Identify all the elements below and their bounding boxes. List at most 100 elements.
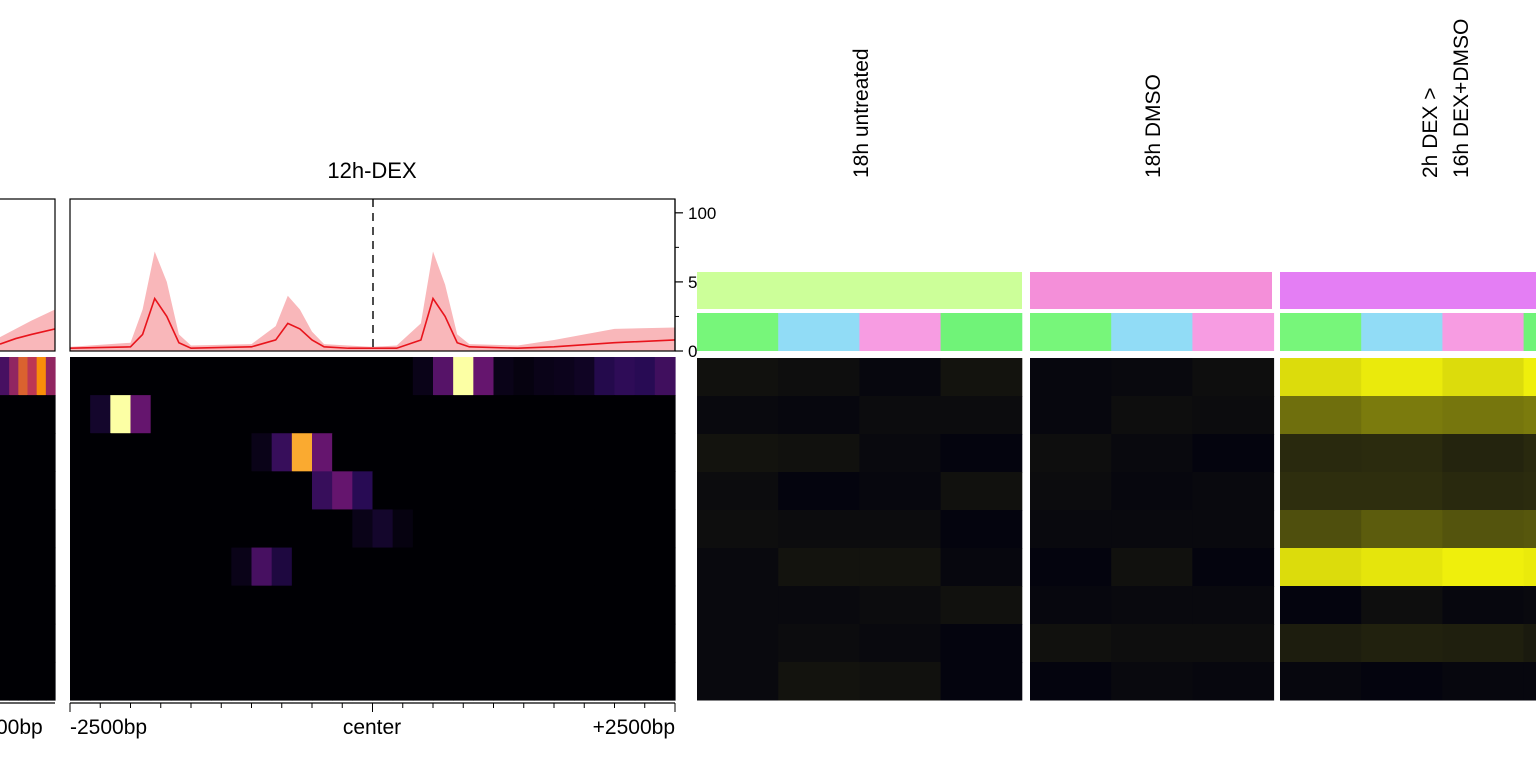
heatmap-cell [574,509,595,549]
heatmap-cell [110,509,132,549]
left-profile-mean-line [0,328,55,345]
heatmap-cell [251,357,273,396]
expression-cell [1280,396,1362,435]
expression-cell [778,586,860,625]
heatmap-cell [70,623,91,663]
heatmap-cell [554,623,575,663]
left-heatmap-panel [0,357,56,701]
heatmap-cell [513,585,535,625]
heatmap-cell [513,509,535,549]
left-heatmap-cell [45,357,56,396]
heatmap-cell [251,661,273,701]
heatmap-cell [110,623,132,663]
heatmap-cell [654,661,676,701]
heatmap-cell [493,357,515,396]
heatmap-cell [291,661,313,701]
heatmap-cell [110,585,132,625]
heatmap-cell [614,357,636,396]
expression-cell [697,548,779,587]
expression-cell [1442,472,1525,511]
group-label: 16h DEX+DMSO [1450,19,1473,178]
heatmap-cell [90,357,111,396]
heatmap-cell [433,547,454,587]
heatmap-cell [312,433,333,472]
y-tick-label: 0 [688,342,697,361]
heatmap-cell [453,395,474,434]
heatmap-cell [90,471,111,511]
heatmap-cell [574,661,595,701]
left-heatmap-cell [9,623,19,663]
left-heatmap-cell [27,547,38,587]
left-heatmap-cell [0,623,10,663]
expression-cell [1361,434,1443,473]
heatmap-cell [412,395,434,434]
left-heatmap-cell [9,433,19,472]
heatmap-cell [392,395,414,434]
left-profile-panel [0,198,56,352]
heatmap-cell [332,357,353,396]
heatmap-cell [291,395,313,434]
heatmap-cell [614,471,636,511]
heatmap-cell [493,547,515,587]
heatmap-cell [170,547,192,587]
heatmap-cell [412,547,434,587]
heatmap-cell [533,547,555,587]
heatmap-cell [231,661,253,701]
heatmap-cell [453,661,474,701]
heatmap-cell [554,433,575,472]
replicate-annotation-cell [1361,313,1443,351]
left-heatmap-cell [0,471,10,511]
heatmap-cell [594,509,616,549]
heatmap-cell [614,509,636,549]
heatmap-cell [231,585,253,625]
heatmap-cell [433,585,454,625]
heatmap-cell [211,585,232,625]
expression-cell [859,358,942,397]
heatmap-cell [433,661,454,701]
heatmap-cell [392,357,414,396]
expression-cell [1192,510,1275,549]
heatmap-cell [231,357,253,396]
left-heatmap-cell [27,471,38,511]
heatmap-cell [594,661,616,701]
expression-cell [1111,358,1193,397]
expression-cell [1192,662,1275,701]
left-heatmap-cell [0,585,10,625]
heatmap-cell [70,547,91,587]
heatmap-cell [372,471,394,511]
expression-cell [1111,548,1193,587]
left-heatmap-cell [18,471,29,511]
heatmap-cell [574,471,595,511]
heatmap-cell [634,395,656,434]
heatmap-cell [150,585,172,625]
replicate-annotation-cell [1280,313,1362,351]
expression-cell [1192,624,1275,663]
heatmap-cell [654,357,676,396]
expression-cell [1280,548,1362,587]
heatmap-cell [312,547,333,587]
expression-cell [1280,510,1362,549]
heatmap-cell [70,357,91,396]
expression-cell [1442,586,1525,625]
heatmap-cell [372,357,394,396]
heatmap-cell [150,433,172,472]
heatmap-cell [392,433,414,472]
expression-cell [1523,548,1536,587]
expression-cell [1442,662,1525,701]
heatmap-cell [170,433,192,472]
heatmap-cell [90,395,111,434]
heatmap-cell [291,547,313,587]
profile-band [70,251,675,351]
heatmap-cell [634,623,656,663]
left-heatmap-cell [36,471,47,511]
heatmap-cell [251,395,273,434]
heatmap-cell [412,357,434,396]
replicate-annotation-cell [1192,313,1275,351]
heatmap-cell [473,471,495,511]
heatmap-cell [90,547,111,587]
expression-cell [1280,624,1362,663]
expression-cell [859,624,942,663]
heatmap-cell [170,623,192,663]
left-heatmap-cell [27,623,38,663]
